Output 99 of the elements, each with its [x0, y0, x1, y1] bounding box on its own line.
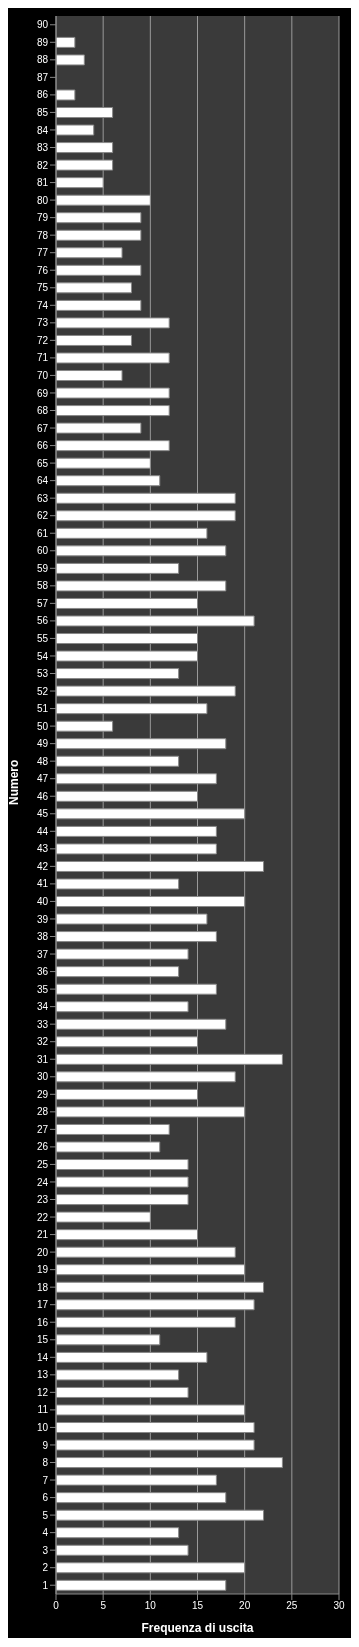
- y-tick-label: 79: [36, 212, 49, 224]
- y-tick-label: 64: [36, 475, 49, 487]
- y-tick-label: 25: [36, 1158, 49, 1170]
- y-tick-label: 74: [36, 299, 49, 311]
- y-tick-label: 89: [36, 36, 49, 48]
- y-tick-label: 22: [36, 1211, 49, 1223]
- y-tick-label: 34: [36, 1001, 49, 1013]
- y-tick-label: 35: [36, 983, 49, 995]
- y-tick-label: 11: [37, 1404, 49, 1416]
- y-tick-label: 9: [42, 1439, 49, 1451]
- y-tick-label: 50: [36, 720, 49, 732]
- y-tick-label: 66: [36, 440, 49, 452]
- y-tick-label: 24: [36, 1176, 49, 1188]
- y-tick-label: 44: [36, 825, 49, 837]
- y-tick-label: 54: [36, 650, 49, 662]
- y-tick-label: 16: [36, 1316, 49, 1328]
- y-tick-label: 36: [36, 966, 49, 978]
- y-tick-label: 83: [36, 142, 49, 154]
- y-tick-label: 46: [36, 790, 49, 802]
- y-tick-label: 52: [36, 685, 49, 697]
- y-tick-label: 73: [36, 317, 49, 329]
- y-tick-label: 49: [36, 738, 49, 750]
- y-tick-label: 1: [42, 1579, 49, 1591]
- y-tick-label: 14: [36, 1351, 49, 1363]
- y-tick-label: 59: [36, 562, 49, 574]
- y-tick-label: 15: [36, 1334, 49, 1346]
- y-tick-label: 48: [36, 755, 49, 767]
- y-tick-label: 20: [36, 1246, 49, 1258]
- y-tick-label: 17: [36, 1299, 49, 1311]
- y-tick-label: 76: [36, 264, 49, 276]
- y-tick-label: 30: [36, 1071, 49, 1083]
- x-tick-label: 20: [239, 1600, 251, 1612]
- y-tick-label: 86: [36, 89, 49, 101]
- y-tick-label: 23: [36, 1194, 49, 1206]
- y-tick-label: 78: [36, 229, 49, 241]
- y-tick-label: 77: [36, 247, 49, 259]
- y-tick-label: 63: [36, 492, 49, 504]
- y-tick-label: 12: [36, 1386, 49, 1398]
- y-tick-label: 51: [36, 703, 49, 715]
- y-tick-label: 13: [36, 1369, 49, 1381]
- y-tick-label: 28: [36, 1106, 49, 1118]
- y-tick-label: 21: [36, 1229, 49, 1241]
- y-tick-label: 27: [36, 1123, 49, 1135]
- x-tick-label: 5: [100, 1600, 107, 1612]
- y-tick-label: 57: [36, 597, 49, 609]
- x-tick-label: 30: [333, 1600, 345, 1612]
- y-tick-label: 41: [36, 878, 49, 890]
- y-tick-label: 88: [36, 54, 49, 66]
- y-tick-label: 70: [36, 369, 49, 381]
- y-tick-label: 61: [36, 527, 49, 539]
- y-tick-label: 68: [36, 405, 49, 417]
- y-tick-label: 75: [36, 282, 49, 294]
- y-tick-label: 29: [36, 1088, 49, 1100]
- y-tick-label: 45: [36, 808, 49, 820]
- y-tick-label: 31: [36, 1053, 49, 1065]
- y-tick-label: 47: [36, 773, 49, 785]
- y-tick-label: 56: [36, 615, 49, 627]
- y-tick-label: 33: [36, 1018, 49, 1030]
- y-tick-label: 7: [42, 1474, 49, 1486]
- y-tick-label: 65: [36, 457, 49, 469]
- y-tick-label: 81: [36, 177, 49, 189]
- y-tick-label: 32: [36, 1036, 49, 1048]
- y-tick-label: 55: [36, 632, 49, 644]
- y-tick-label: 39: [36, 913, 49, 925]
- y-axis-title: Numero: [7, 759, 22, 805]
- y-tick-label: 90: [36, 19, 49, 31]
- y-tick-label: 6: [42, 1492, 49, 1504]
- y-tick-label: 72: [36, 334, 49, 346]
- y-tick-label: 40: [36, 895, 49, 907]
- y-tick-label: 18: [36, 1281, 49, 1293]
- x-tick-label: 15: [191, 1600, 204, 1612]
- y-tick-label: 26: [36, 1141, 49, 1153]
- y-tick-label: 58: [36, 580, 49, 592]
- x-tick-label: 10: [144, 1600, 157, 1612]
- x-axis-title: Frequenza di uscita: [141, 1621, 254, 1635]
- y-tick-label: 69: [36, 387, 49, 399]
- y-tick-label: 4: [42, 1527, 49, 1539]
- y-tick-label: 2: [42, 1562, 49, 1574]
- x-tick-label: 0: [53, 1600, 60, 1612]
- y-tick-label: 10: [36, 1421, 49, 1433]
- y-tick-label: 60: [36, 545, 49, 557]
- y-tick-label: 85: [36, 106, 49, 118]
- y-tick-label: 87: [36, 71, 49, 83]
- y-tick-label: 3: [42, 1544, 49, 1556]
- y-tick-label: 84: [36, 124, 49, 136]
- y-tick-label: 42: [36, 860, 49, 872]
- y-tick-label: 8: [42, 1457, 49, 1469]
- y-tick-label: 71: [36, 352, 49, 364]
- y-tick-label: 43: [36, 843, 49, 855]
- y-tick-label: 53: [36, 668, 49, 680]
- y-tick-label: 5: [42, 1509, 49, 1521]
- y-tick-label: 19: [36, 1264, 49, 1276]
- y-tick-label: 67: [36, 422, 49, 434]
- y-tick-label: 80: [36, 194, 49, 206]
- y-tick-label: 37: [36, 948, 49, 960]
- x-tick-label: 25: [286, 1600, 298, 1612]
- y-tick-label: 82: [36, 159, 49, 171]
- y-tick-label: 38: [36, 931, 49, 943]
- y-tick-label: 62: [36, 510, 49, 522]
